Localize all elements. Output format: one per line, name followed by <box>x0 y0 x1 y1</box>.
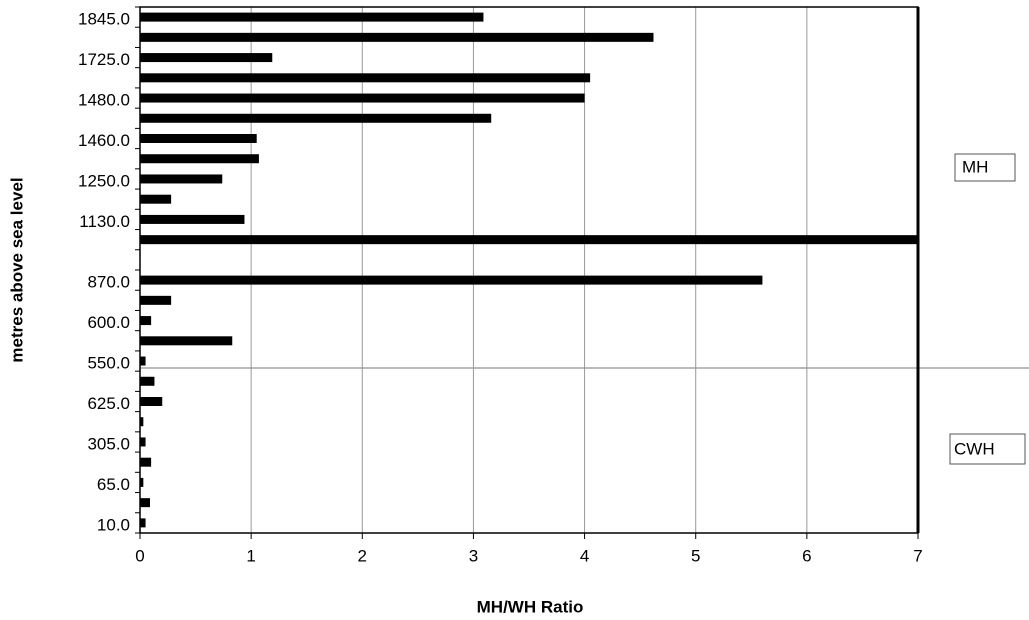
x-tick-label: 4 <box>580 546 589 565</box>
bar <box>140 194 172 204</box>
bar <box>140 498 151 508</box>
bar <box>140 275 763 285</box>
bar <box>140 32 654 42</box>
y-tick-label: 1845.0 <box>78 10 130 29</box>
x-axis-title: MH/WH Ratio <box>477 597 584 616</box>
x-tick-label: 6 <box>802 546 811 565</box>
bar <box>140 214 245 224</box>
y-tick-label: 550.0 <box>87 354 130 373</box>
y-tick-label: 1130.0 <box>79 212 130 231</box>
bar <box>140 174 223 184</box>
bar <box>140 53 273 63</box>
x-tick-label: 5 <box>691 546 700 565</box>
bar <box>140 477 144 487</box>
y-tick-label: 870.0 <box>87 273 130 292</box>
bar <box>140 376 155 386</box>
bar <box>140 154 259 164</box>
annotation: CWH <box>954 439 995 458</box>
annotation-box <box>954 153 1016 182</box>
bar <box>140 417 144 427</box>
bar <box>140 437 146 447</box>
x-tick-label: 2 <box>358 546 367 565</box>
bar <box>140 93 585 103</box>
plot-frame <box>139 6 919 534</box>
y-tick-label: 1460.0 <box>78 131 130 150</box>
y-tick-label: 1725.0 <box>78 50 130 69</box>
bar <box>140 316 152 326</box>
y-tick-label: 600.0 <box>87 313 130 332</box>
bar <box>140 457 152 467</box>
bar <box>140 397 163 406</box>
y-tick-label: 1480.0 <box>78 91 130 110</box>
bar <box>140 235 918 245</box>
y-tick-label: 1250.0 <box>78 171 130 190</box>
bar <box>140 73 591 83</box>
y-axis-title: metres above sea level <box>7 177 26 362</box>
y-tick-label: 65.0 <box>97 475 130 494</box>
y-tick-label: 305.0 <box>87 434 130 453</box>
x-tick-label: 0 <box>135 546 144 565</box>
annotation: MH <box>962 157 988 176</box>
bar <box>140 134 257 143</box>
x-tick-label: 3 <box>469 546 478 565</box>
y-tick-label: 10.0 <box>97 515 130 534</box>
annotation-box <box>949 433 1026 465</box>
y-tick-label: 625.0 <box>87 394 130 413</box>
bar <box>140 295 172 305</box>
bar <box>140 12 484 22</box>
bar <box>140 336 233 346</box>
bar <box>140 113 492 123</box>
bar <box>140 356 146 366</box>
bar <box>140 518 146 528</box>
x-tick-label: 1 <box>246 546 255 565</box>
x-tick-label: 7 <box>913 546 922 565</box>
